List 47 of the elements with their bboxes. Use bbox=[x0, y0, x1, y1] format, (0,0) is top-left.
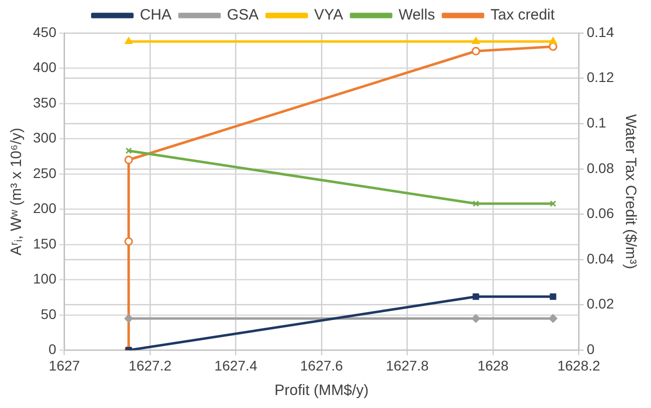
point bbox=[472, 46, 480, 56]
y-tick-label: 200 bbox=[33, 200, 57, 216]
point bbox=[124, 237, 133, 246]
point bbox=[550, 293, 556, 300]
point bbox=[472, 37, 480, 44]
y2-tick-label: 0.1 bbox=[586, 114, 606, 130]
y2-tick-label: 0.06 bbox=[586, 205, 614, 222]
legend-label: GSA bbox=[227, 6, 259, 24]
y2-tick-label: 0.02 bbox=[586, 296, 614, 312]
x-tick-label: 1627.8 bbox=[386, 357, 429, 374]
y-tick-label: 400 bbox=[33, 59, 57, 76]
x-tick-label: 1628 bbox=[477, 357, 509, 374]
point bbox=[124, 156, 133, 164]
x-tick-label: 1627.4 bbox=[214, 357, 258, 374]
y-tick-label: 250 bbox=[33, 164, 57, 181]
point bbox=[124, 37, 132, 44]
y-tick-label: 450 bbox=[33, 24, 57, 40]
y-tick-label: 50 bbox=[40, 306, 57, 322]
x-tick-label: 1627.6 bbox=[300, 357, 344, 374]
legend-label: Wells bbox=[398, 6, 435, 24]
point bbox=[125, 147, 132, 154]
point bbox=[472, 314, 480, 323]
legend-label: Tax credit bbox=[490, 6, 556, 24]
point bbox=[550, 200, 556, 207]
legend-label: CHA bbox=[140, 6, 172, 24]
point bbox=[472, 293, 480, 300]
y2-tick-label: 0 bbox=[586, 341, 595, 358]
y-tick-label: 300 bbox=[33, 130, 57, 146]
point bbox=[548, 314, 558, 323]
x-tick-label: 1627 bbox=[48, 357, 80, 374]
x-tick-label: 1628.2 bbox=[557, 357, 600, 374]
point bbox=[472, 200, 480, 207]
x-axis-title: Profit (MM$/y) bbox=[274, 382, 369, 400]
y-tick-label: 0 bbox=[48, 341, 57, 358]
y2-axis-title: Water Tax Credit ($/m³) bbox=[622, 114, 639, 270]
legend-label: VYA bbox=[314, 6, 344, 24]
y2-tick-label: 0.04 bbox=[586, 250, 614, 266]
y-tick-label: 100 bbox=[33, 270, 57, 287]
point bbox=[124, 314, 133, 323]
x-tick-label: 1627.2 bbox=[128, 357, 172, 374]
y2-tick-label: 0.08 bbox=[586, 160, 614, 176]
y2-tick-label: 0.14 bbox=[586, 24, 614, 40]
y-tick-label: 150 bbox=[33, 235, 57, 252]
y-tick-label: 350 bbox=[33, 94, 57, 110]
y-axis-title: Aʳᵢ, Wʷ (m³ x 10⁶/y) bbox=[8, 128, 26, 256]
y2-tick-label: 0.12 bbox=[586, 69, 614, 86]
point bbox=[549, 37, 557, 44]
